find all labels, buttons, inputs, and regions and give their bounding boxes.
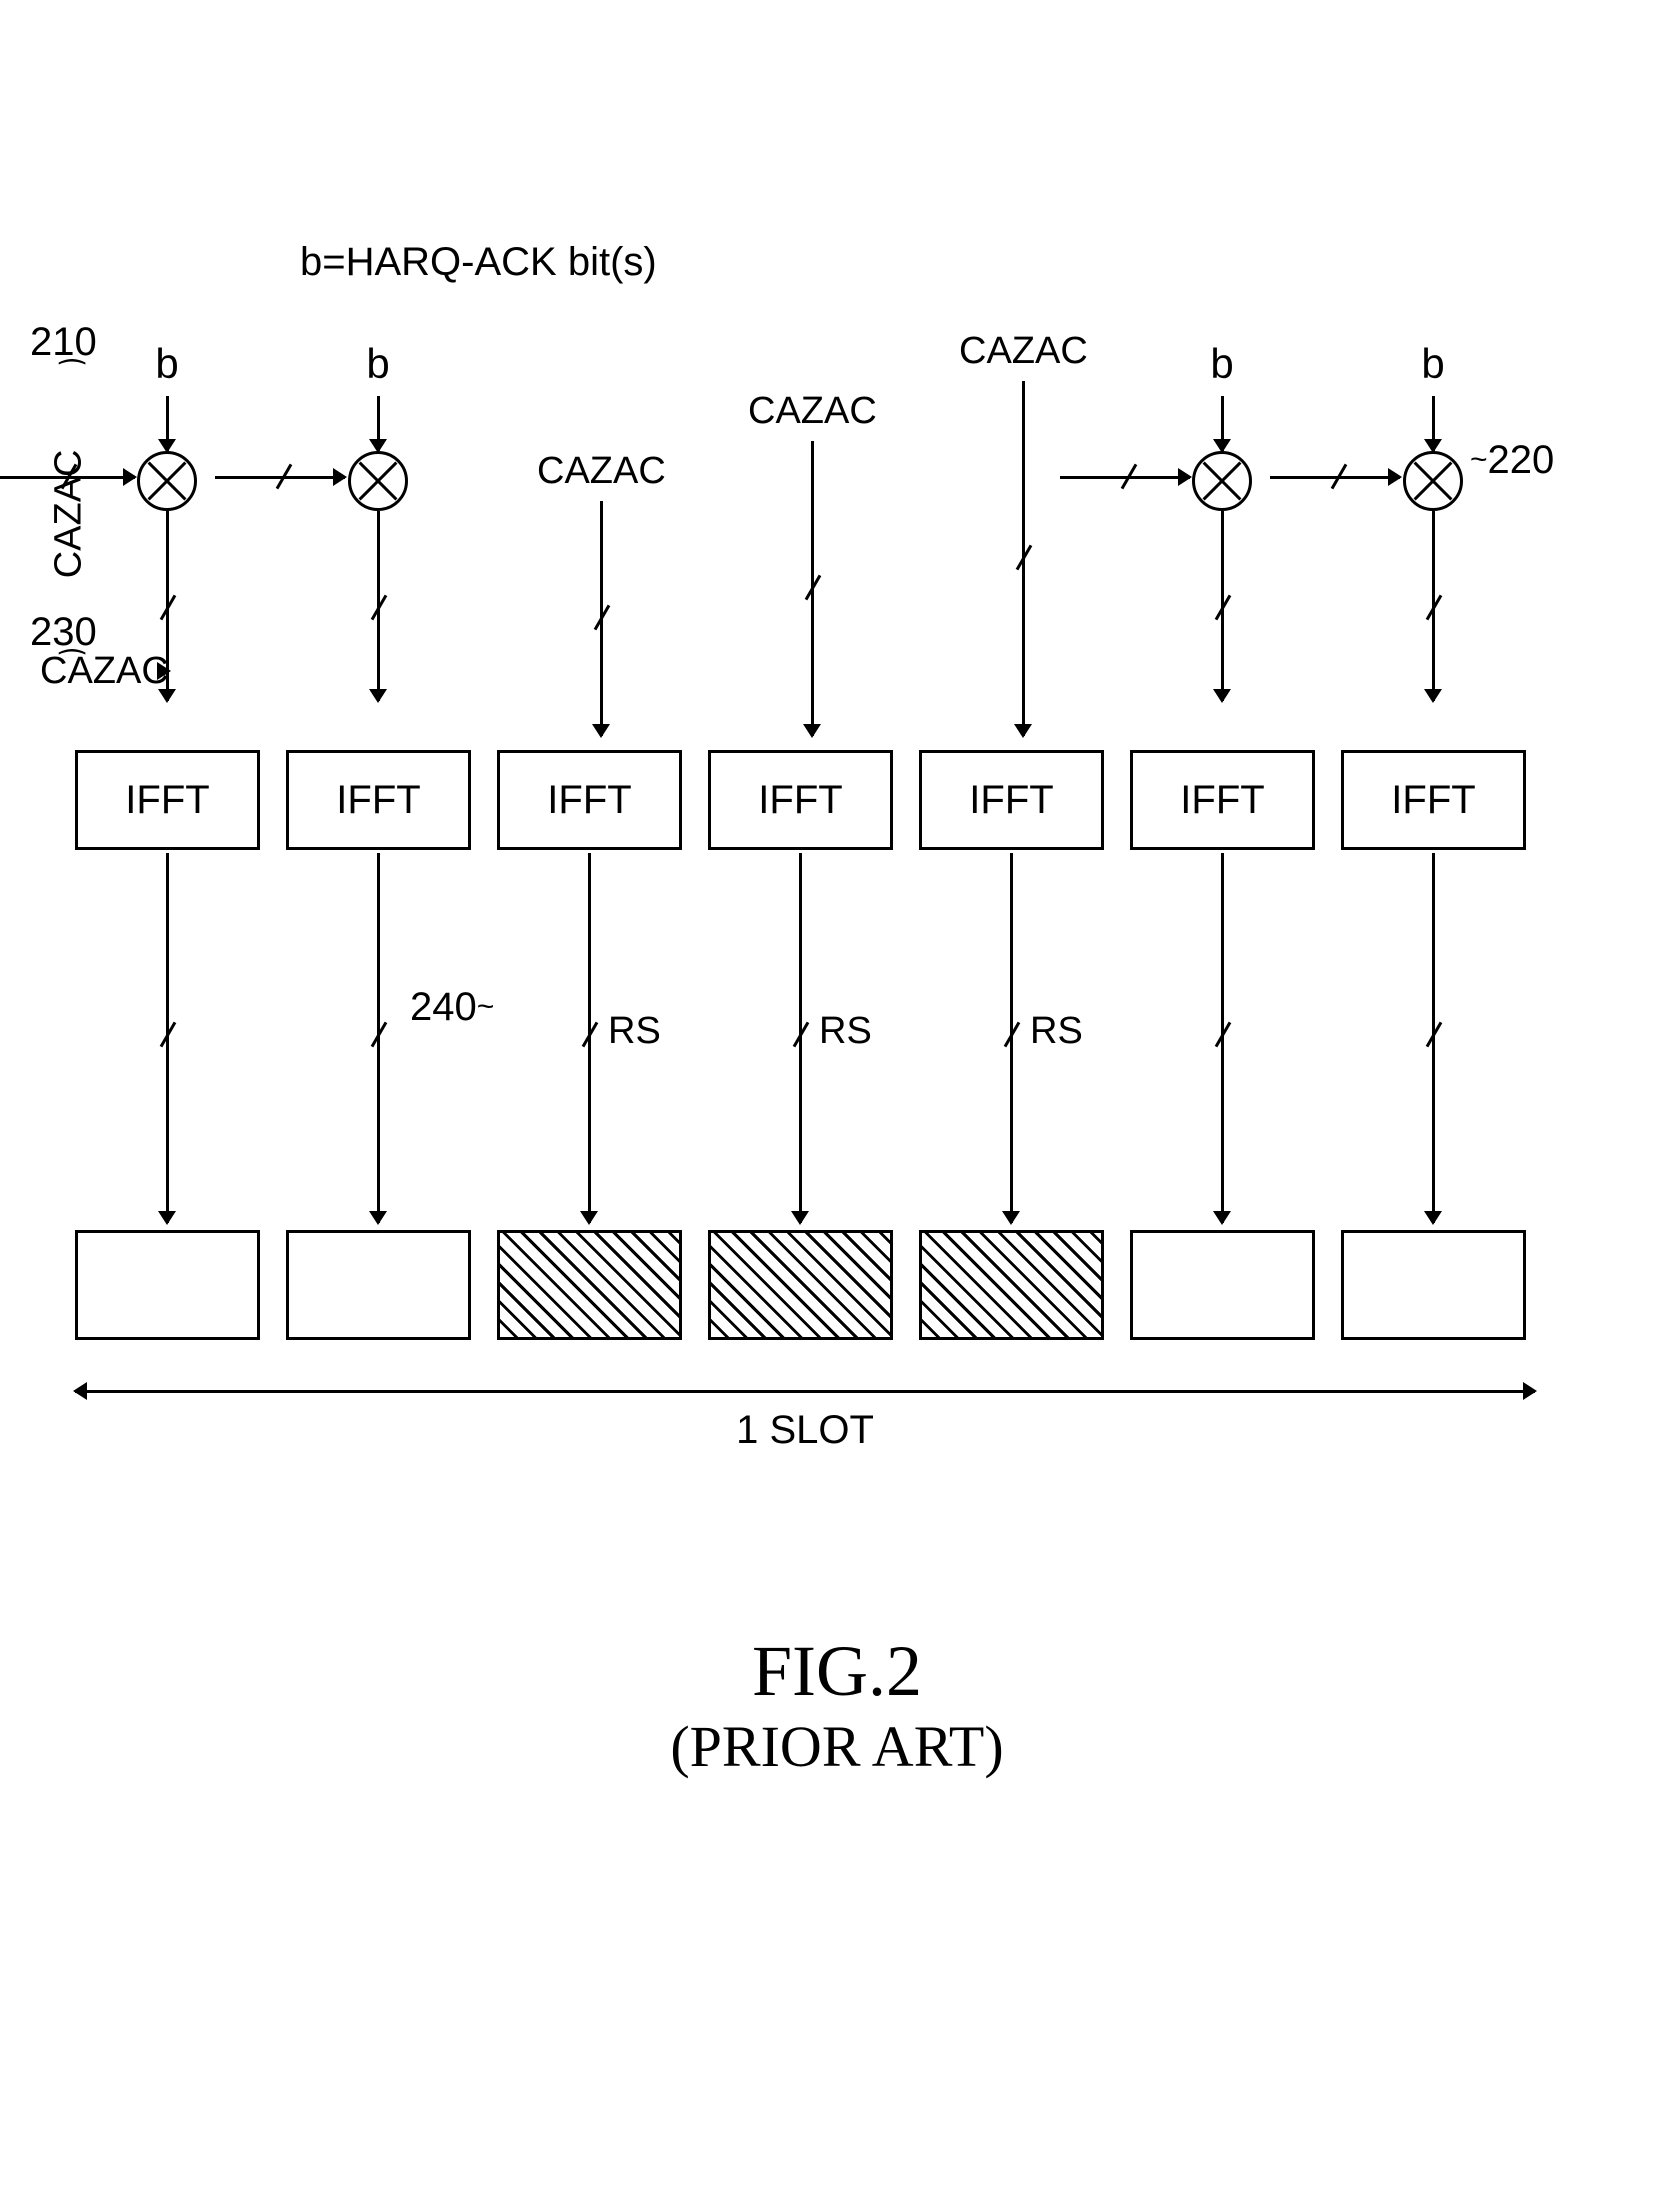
rs-label-3: RS: [1030, 1010, 1083, 1053]
cazac-in-col1: [0, 476, 135, 479]
rs-label-1: RS: [608, 1010, 661, 1053]
diagram: b=HARQ-ACK bit(s) 210 ⁀ ~220 230 ⁀ 240~ …: [40, 50, 1634, 1950]
ref-230: 230 ⁀: [30, 610, 97, 655]
slot-box-hatched: [919, 1230, 1104, 1340]
cazac-in-col2: [215, 476, 345, 479]
slot-box: [1341, 1230, 1526, 1340]
slot-box-hatched: [708, 1230, 893, 1340]
column-2: b: [348, 340, 408, 701]
arrow: [1432, 511, 1435, 701]
cazac-in-col6: [1060, 476, 1190, 479]
slot-label: 1 SLOT: [736, 1408, 874, 1453]
ifft-box: IFFT: [286, 750, 471, 850]
ref-210: 210 ⁀: [30, 320, 97, 365]
arrow: [1221, 511, 1224, 701]
arrow: [811, 441, 814, 736]
arrow: [377, 511, 380, 701]
figure-title: FIG.2: [40, 1630, 1634, 1713]
slot-bracket: 1 SLOT: [75, 1390, 1535, 1453]
arrow: [1221, 396, 1224, 451]
b-label: b: [1210, 340, 1233, 388]
column-5: CAZAC: [959, 330, 1088, 736]
header-text: b=HARQ-ACK bit(s): [300, 240, 657, 285]
b-label: b: [1421, 340, 1444, 388]
column-7: b: [1403, 340, 1463, 701]
cazac-label: CAZAC: [748, 390, 877, 433]
slot-box-hatched: [497, 1230, 682, 1340]
b-label: b: [366, 340, 389, 388]
cazac-label: CAZAC: [959, 330, 1088, 373]
arrow: [166, 396, 169, 451]
cazac-in-col7: [1270, 476, 1400, 479]
slot-row: [75, 1230, 1526, 1340]
arrow: [1022, 381, 1025, 736]
ifft-row: IFFT IFFT IFFT IFFT IFFT IFFT IFFT: [75, 750, 1526, 850]
multiplier-icon: [1192, 451, 1252, 511]
arrow: [600, 501, 603, 736]
cazac-input-1: CAZAC: [47, 450, 90, 579]
arrow: [377, 396, 380, 451]
figure-subtitle: (PRIOR ART): [40, 1713, 1634, 1780]
column-4: CAZAC: [748, 390, 877, 736]
ifft-box: IFFT: [708, 750, 893, 850]
cazac-label: CAZAC: [47, 450, 90, 579]
multiplier-icon: [137, 451, 197, 511]
ifft-box: IFFT: [919, 750, 1104, 850]
column-3: CAZAC: [537, 450, 666, 736]
cazac-label: CAZAC: [537, 450, 666, 493]
ref-240: 240~: [410, 985, 494, 1030]
slot-box: [75, 1230, 260, 1340]
ifft-box: IFFT: [1130, 750, 1315, 850]
slot-box: [1130, 1230, 1315, 1340]
arrow: [1432, 396, 1435, 451]
multiplier-icon: [348, 451, 408, 511]
column-6: b: [1192, 340, 1252, 701]
ifft-box: IFFT: [1341, 750, 1526, 850]
slot-box: [286, 1230, 471, 1340]
b-label: b: [155, 340, 178, 388]
ifft-box: IFFT: [497, 750, 682, 850]
multiplier-icon: [1403, 451, 1463, 511]
ifft-box: IFFT: [75, 750, 260, 850]
rs-label-2: RS: [819, 1010, 872, 1053]
ref-220: ~220: [1470, 438, 1554, 483]
column-1: b: [137, 340, 197, 701]
